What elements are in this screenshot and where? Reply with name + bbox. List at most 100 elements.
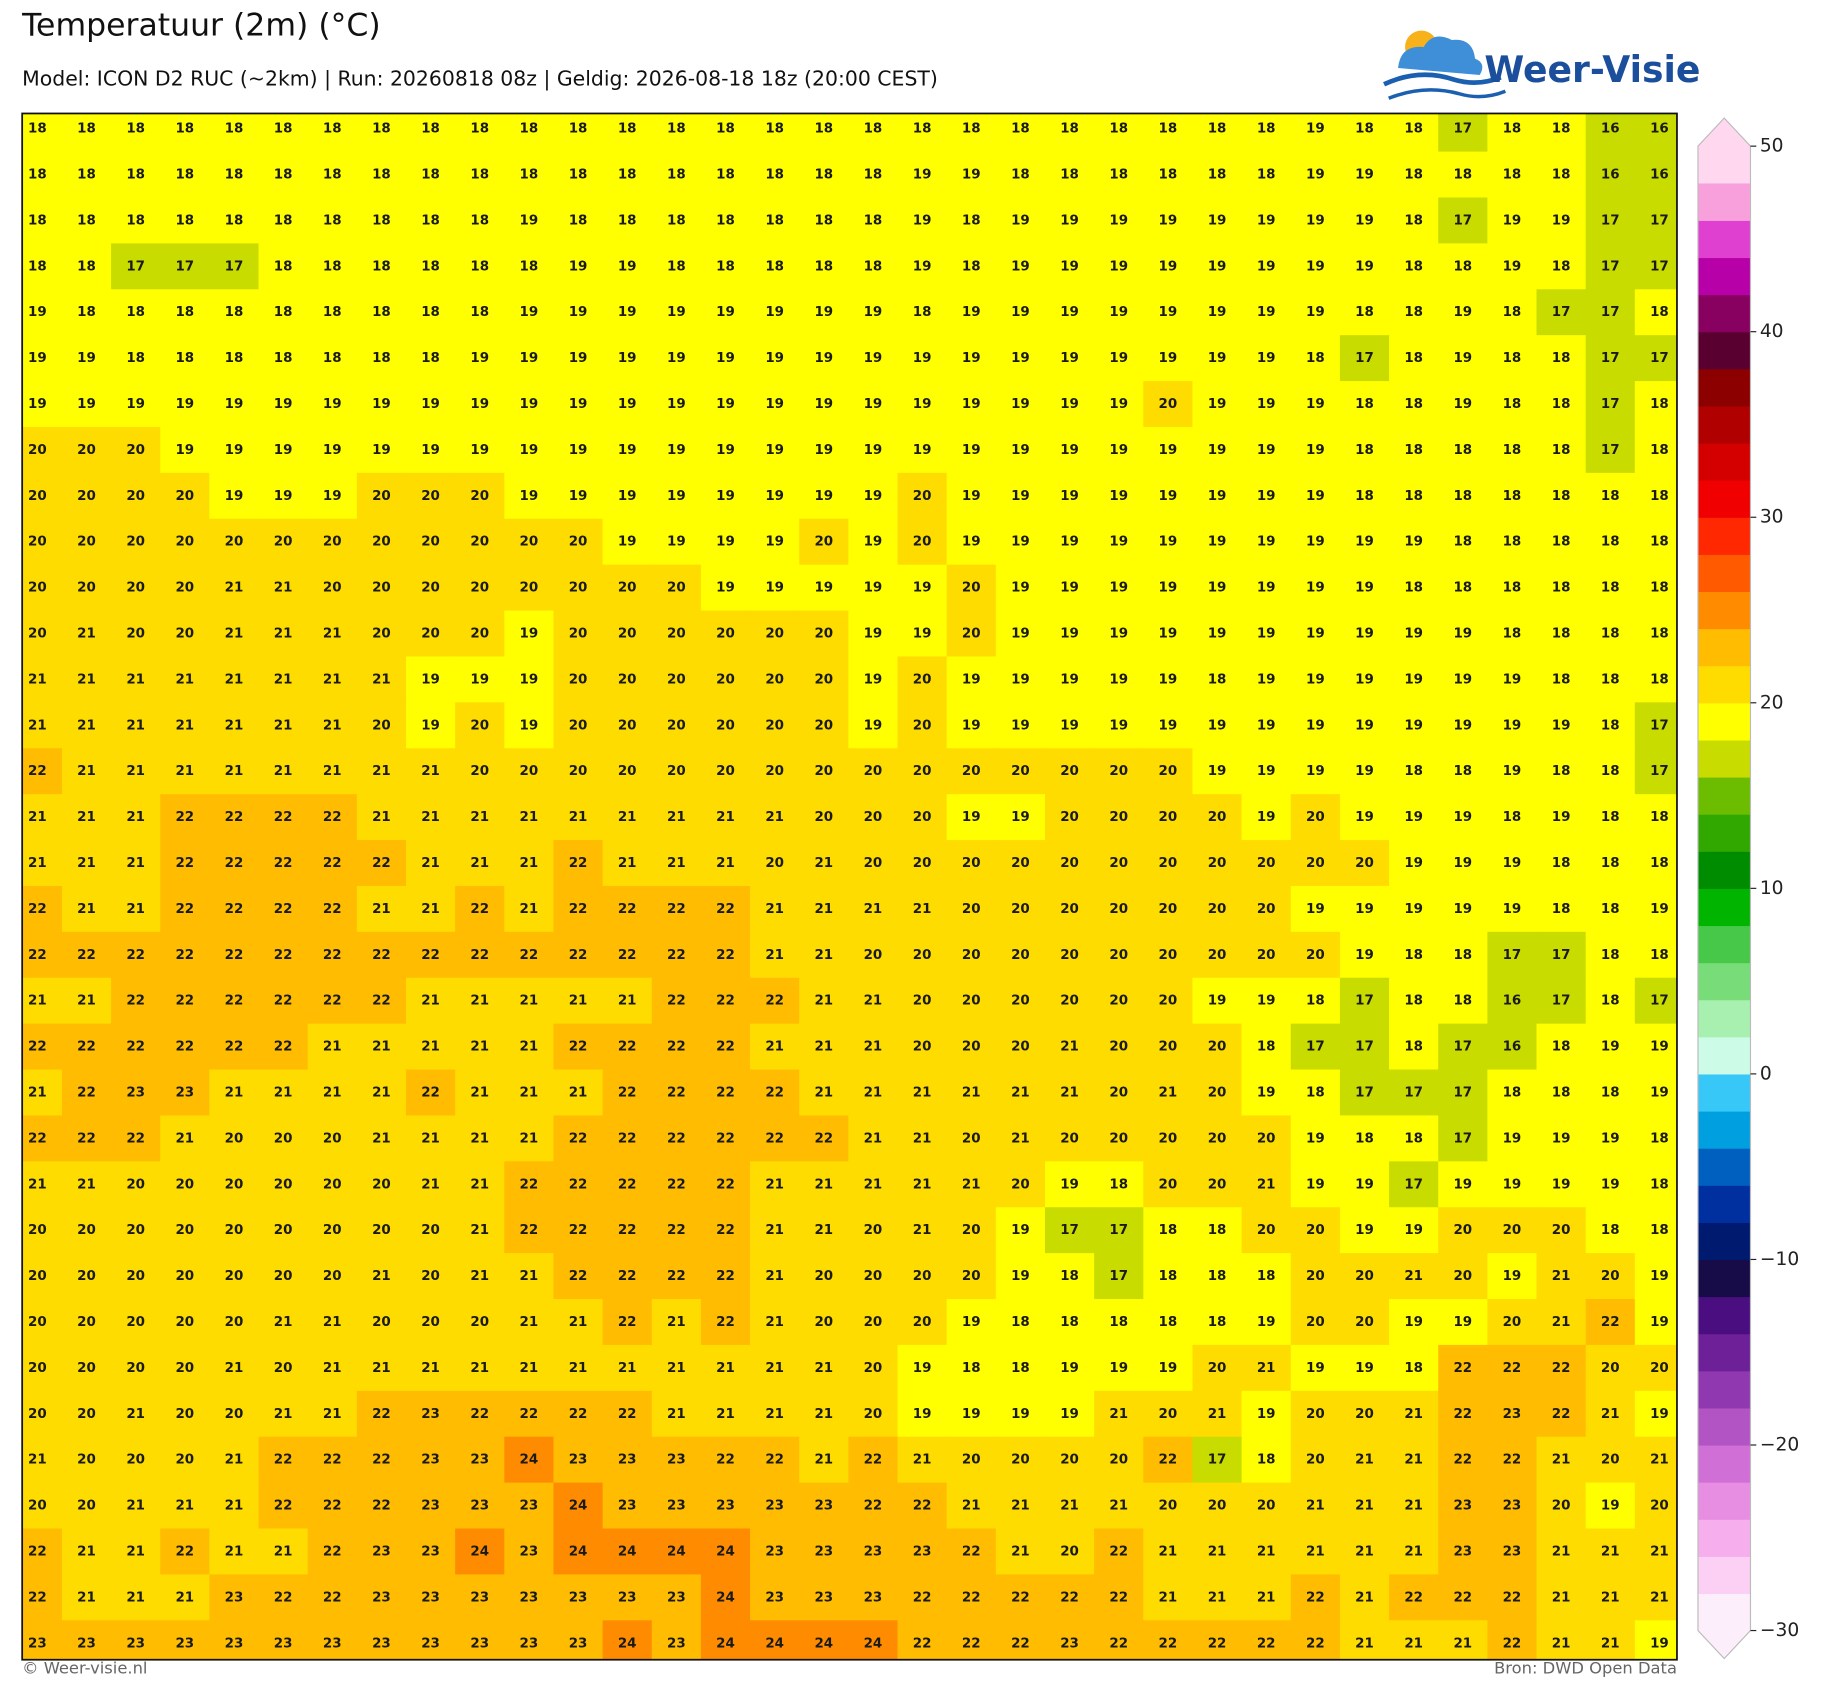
temperature-value: 21 (913, 902, 932, 917)
temperature-value: 20 (1306, 810, 1325, 825)
temperature-value: 20 (913, 764, 932, 779)
temperature-value: 22 (618, 1131, 637, 1146)
temperature-value: 18 (372, 122, 391, 137)
temperature-value: 19 (1306, 1131, 1325, 1146)
temperature-cell (1290, 1620, 1341, 1660)
temperature-value: 19 (1011, 581, 1030, 596)
temperature-cell (1339, 1436, 1390, 1484)
temperature-value: 19 (814, 443, 833, 458)
temperature-cell (1389, 151, 1439, 199)
temperature-cell (1634, 1069, 1677, 1117)
temperature-value: 20 (1355, 1407, 1374, 1422)
temperature-cell (848, 1574, 899, 1622)
temperature-value: 21 (274, 718, 293, 733)
temperature-value: 20 (1208, 856, 1227, 871)
temperature-value: 20 (1355, 1269, 1374, 1284)
temperature-cell (1389, 931, 1439, 979)
temperature-cell (111, 656, 161, 704)
temperature-value: 20 (814, 627, 833, 642)
temperature-cell (602, 748, 653, 795)
temperature-value: 21 (765, 948, 784, 963)
temperature-cell (750, 1574, 800, 1622)
temperature-value: 23 (421, 1499, 440, 1514)
colorbar-swatch (1697, 1222, 1751, 1261)
temperature-value: 19 (274, 489, 293, 504)
temperature-cell (750, 1207, 800, 1254)
temperature-cell (1585, 1620, 1636, 1660)
temperature-value: 18 (1404, 1131, 1423, 1146)
temperature-cell (1290, 1115, 1341, 1163)
temperature-value: 17 (1650, 764, 1669, 779)
temperature-value: 20 (28, 1499, 47, 1514)
temperature-cell (209, 1299, 260, 1346)
temperature-value: 18 (618, 168, 637, 183)
temperature-cell (1290, 1299, 1341, 1346)
temperature-cell (1487, 610, 1538, 658)
temperature-cell (160, 794, 211, 841)
temperature-value: 22 (28, 764, 47, 779)
temperature-cell (258, 472, 309, 520)
temperature-value: 17 (1453, 1040, 1472, 1055)
temperature-cell (848, 1528, 899, 1576)
temperature-cell (356, 426, 407, 474)
temperature-cell (504, 564, 555, 612)
temperature-cell (1438, 564, 1489, 612)
temperature-value: 22 (372, 856, 391, 871)
temperature-value: 19 (1503, 1269, 1522, 1284)
temperature-value: 21 (520, 1085, 539, 1100)
colorbar-swatch (1697, 999, 1751, 1038)
temperature-value: 20 (126, 1177, 145, 1192)
temperature-cell (651, 1115, 702, 1163)
temperature-value: 22 (372, 1407, 391, 1422)
temperature-value: 21 (372, 810, 391, 825)
temperature-cell (553, 1390, 604, 1438)
temperature-cell (1487, 656, 1538, 704)
temperature-cell (750, 243, 800, 290)
temperature-value: 18 (1355, 305, 1374, 320)
temperature-cell (848, 1299, 899, 1346)
temperature-cell (356, 1620, 407, 1660)
temperature-cell (1192, 1620, 1243, 1660)
temperature-cell (700, 748, 751, 795)
temperature-value: 21 (1355, 1590, 1374, 1605)
temperature-value: 20 (175, 1315, 194, 1330)
temperature-cell (111, 113, 161, 153)
temperature-value: 22 (225, 810, 244, 825)
temperature-cell (209, 113, 260, 153)
temperature-cell (61, 151, 112, 199)
temperature-value: 21 (864, 902, 883, 917)
temperature-cell (160, 472, 211, 520)
temperature-value: 20 (126, 581, 145, 596)
temperature-value: 20 (765, 856, 784, 871)
temperature-cell (1438, 518, 1489, 566)
temperature-cell (455, 1069, 506, 1117)
temperature-cell (651, 289, 702, 336)
temperature-cell (1585, 702, 1636, 749)
temperature-cell (799, 840, 850, 887)
temperature-cell (553, 197, 604, 245)
temperature-cell (1290, 885, 1341, 933)
temperature-value: 21 (814, 1453, 833, 1468)
temperature-value: 19 (1060, 1361, 1079, 1376)
temperature-value: 20 (520, 764, 539, 779)
temperature-value: 19 (470, 351, 489, 366)
temperature-value: 22 (569, 1269, 588, 1284)
temperature-cell (1143, 977, 1194, 1025)
temperature-value: 18 (28, 168, 47, 183)
temperature-cell (160, 977, 211, 1025)
temperature-cell (897, 794, 948, 841)
temperature-cell (799, 1620, 850, 1660)
temperature-value: 20 (962, 764, 981, 779)
temperature-value: 20 (962, 1269, 981, 1284)
temperature-cell (307, 702, 358, 749)
temperature-cell (1143, 1299, 1194, 1346)
temperature-cell (1585, 1528, 1636, 1576)
temperature-value: 18 (1404, 213, 1423, 228)
temperature-value: 20 (175, 1407, 194, 1422)
temperature-value: 19 (520, 213, 539, 228)
temperature-cell (160, 885, 211, 933)
temperature-value: 22 (1306, 1636, 1325, 1651)
temperature-cell (946, 931, 997, 979)
temperature-cell (111, 610, 161, 658)
temperature-cell (504, 1115, 555, 1163)
